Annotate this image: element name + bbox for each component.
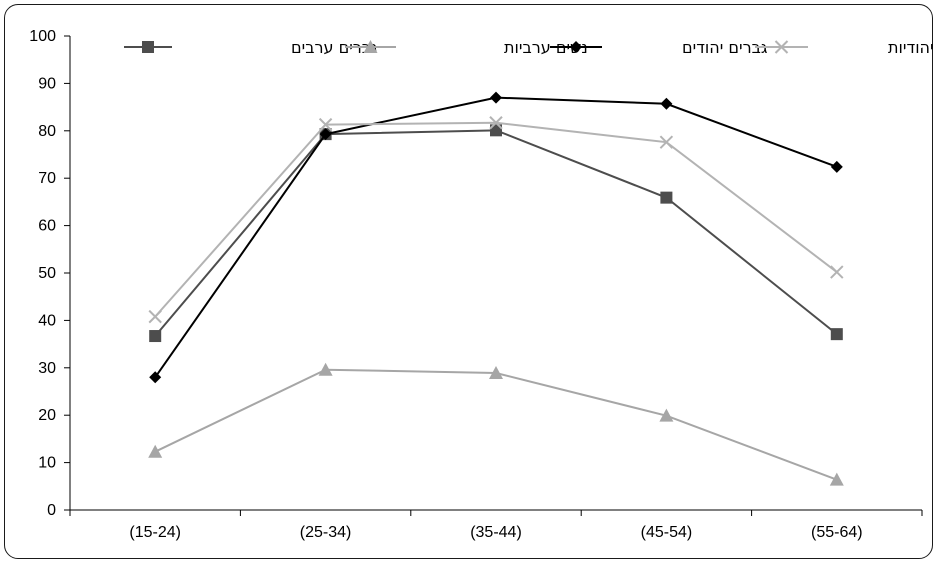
y-tick-label: 80	[38, 123, 56, 140]
data-point	[489, 366, 503, 380]
data-point	[318, 117, 333, 132]
x-tick-label: (25-34)	[300, 524, 352, 541]
data-point	[489, 116, 503, 130]
data-point	[830, 160, 843, 173]
data-point	[319, 128, 332, 141]
data-point	[490, 91, 502, 104]
legend-item-4: נשים יהודיות	[755, 38, 939, 57]
data-point	[659, 135, 674, 149]
series-3	[149, 91, 843, 384]
legend-item-2: נשים ערביות	[345, 38, 588, 57]
y-tick-label: 40	[38, 312, 56, 329]
y-tick-label: 20	[38, 407, 56, 424]
series-line	[154, 121, 838, 318]
data-point	[318, 362, 333, 376]
data-point	[149, 330, 162, 343]
y-tick-label: 50	[38, 265, 56, 282]
legend-label: גברים ערבים	[291, 38, 378, 57]
x-tick-label: (55-64)	[811, 524, 863, 541]
x-tick-label: (35-44)	[470, 524, 522, 541]
data-point	[660, 191, 673, 204]
data-point	[149, 371, 162, 384]
data-point	[659, 408, 674, 422]
series-line	[154, 129, 838, 337]
series-2	[148, 362, 844, 486]
y-tick-label: 30	[38, 360, 56, 377]
data-point	[490, 124, 502, 137]
chart-frame	[4, 4, 933, 559]
legend-label: נשים יהודיות	[888, 38, 939, 57]
data-point	[829, 472, 844, 486]
data-point	[148, 309, 162, 324]
legend-label: גברים יהודים	[682, 38, 768, 57]
series-1	[149, 124, 843, 343]
x-tick-label: (15-24)	[129, 524, 181, 541]
legend-item-1: גברים ערבים	[124, 38, 378, 57]
y-tick-label: 0	[47, 502, 56, 519]
x-tick-label: (45-54)	[641, 524, 693, 541]
legend-label: נשים ערביות	[504, 38, 588, 57]
y-tick-label: 10	[38, 455, 56, 472]
legend-swatch-marker	[570, 41, 582, 53]
legend-swatch-marker	[774, 40, 789, 54]
y-tick-label: 70	[38, 170, 56, 187]
y-tick-label: 60	[38, 218, 56, 235]
legend-swatch-marker	[142, 41, 154, 53]
data-point	[830, 265, 844, 279]
series-4	[148, 116, 844, 324]
legend-item-3: גברים יהודים	[550, 38, 768, 57]
data-point	[830, 328, 843, 341]
series-line	[154, 368, 838, 481]
legend-swatch-marker	[363, 40, 378, 53]
data-point	[148, 444, 163, 458]
y-tick-label: 100	[29, 28, 56, 45]
data-point	[660, 97, 673, 110]
y-tick-label: 90	[38, 75, 56, 92]
series-line	[154, 96, 838, 378]
